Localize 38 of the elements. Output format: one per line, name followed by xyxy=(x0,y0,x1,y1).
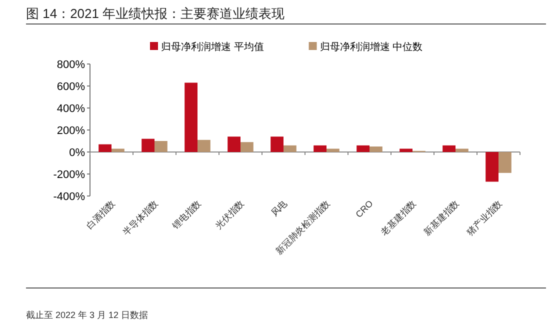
x-tick-label: 半导体指数 xyxy=(121,198,160,238)
chart-title: 图 14：2021 年业绩快报：主要赛道业绩表现 xyxy=(26,6,285,21)
bar xyxy=(284,145,296,152)
bar xyxy=(356,145,370,152)
x-tick-label: 光伏指数 xyxy=(213,198,246,231)
bar xyxy=(400,148,412,152)
bar xyxy=(228,136,240,152)
bar xyxy=(112,148,124,152)
bar xyxy=(184,82,198,152)
y-tick-label: -200% xyxy=(53,169,86,181)
text: 截止至 2022 年 3 月 12 日数据 xyxy=(26,310,148,320)
bar xyxy=(240,142,254,152)
bar xyxy=(486,152,498,182)
x-tick-label: 新基建指数 xyxy=(422,198,461,238)
bar xyxy=(98,144,112,152)
bar xyxy=(442,145,456,152)
y-tick-label: 200% xyxy=(56,125,86,137)
y-tick-label: -400% xyxy=(53,191,86,203)
bar xyxy=(270,136,284,152)
x-tick-label: 锂电指数 xyxy=(170,198,203,232)
y-tick-label: 600% xyxy=(56,81,86,93)
y-tick-label: 800% xyxy=(56,59,86,71)
bar xyxy=(498,152,512,173)
x-tick-label: 猪产业指数 xyxy=(465,198,504,238)
x-tick-label: 老基建指数 xyxy=(379,198,418,238)
legend-label: 归母净利润增速 中位数 xyxy=(320,41,423,53)
x-tick-label: 风电 xyxy=(269,198,289,218)
bar xyxy=(314,145,326,152)
legend-label: 归母净利润增速 平均值 xyxy=(161,41,264,53)
bar xyxy=(326,148,340,152)
bar xyxy=(198,140,210,152)
y-tick-label: 400% xyxy=(56,103,86,115)
y-tick-label: 0% xyxy=(69,147,86,159)
bar xyxy=(154,141,168,152)
bar xyxy=(456,148,468,152)
x-tick-label: 白酒指数 xyxy=(84,198,117,231)
bar xyxy=(142,138,154,152)
bar xyxy=(370,146,382,152)
